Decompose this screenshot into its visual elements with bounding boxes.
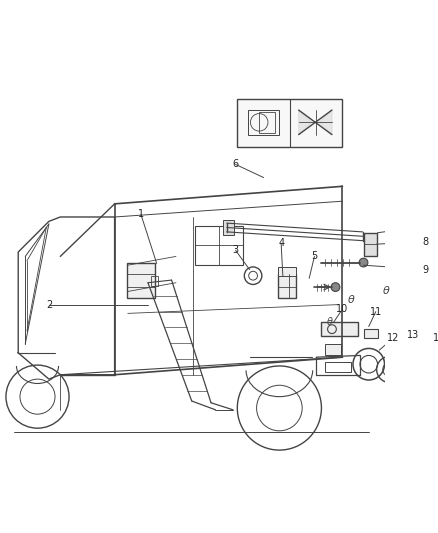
Text: 10: 10 [336,304,349,314]
Text: 5: 5 [311,252,318,261]
Polygon shape [299,110,312,135]
Circle shape [331,282,340,292]
Text: θ: θ [383,286,390,296]
Text: 4: 4 [278,238,284,248]
Bar [259,112,275,133]
Bar [325,344,341,354]
Bar [248,110,279,135]
Bar [325,361,351,372]
Bar [364,233,377,255]
Text: 11: 11 [370,306,382,317]
Bar [402,375,420,383]
Text: θ: θ [326,317,332,327]
Text: 14: 14 [433,333,438,343]
Text: 1: 1 [138,209,144,220]
Text: 12: 12 [387,333,399,343]
Bar [223,221,234,235]
Bar [321,322,358,336]
Text: 8: 8 [423,237,429,247]
Text: 9: 9 [423,264,429,274]
Text: 13: 13 [406,330,419,340]
Bar [152,276,159,286]
Bar [279,274,296,298]
Bar [195,226,244,265]
Bar [237,99,343,147]
Bar [279,267,296,276]
Polygon shape [319,110,332,135]
Bar [127,263,155,298]
Circle shape [359,258,368,267]
Bar [364,329,378,338]
Text: 3: 3 [233,245,239,255]
Text: 2: 2 [46,300,52,310]
Text: θ: θ [348,295,355,305]
Text: 6: 6 [233,159,239,169]
